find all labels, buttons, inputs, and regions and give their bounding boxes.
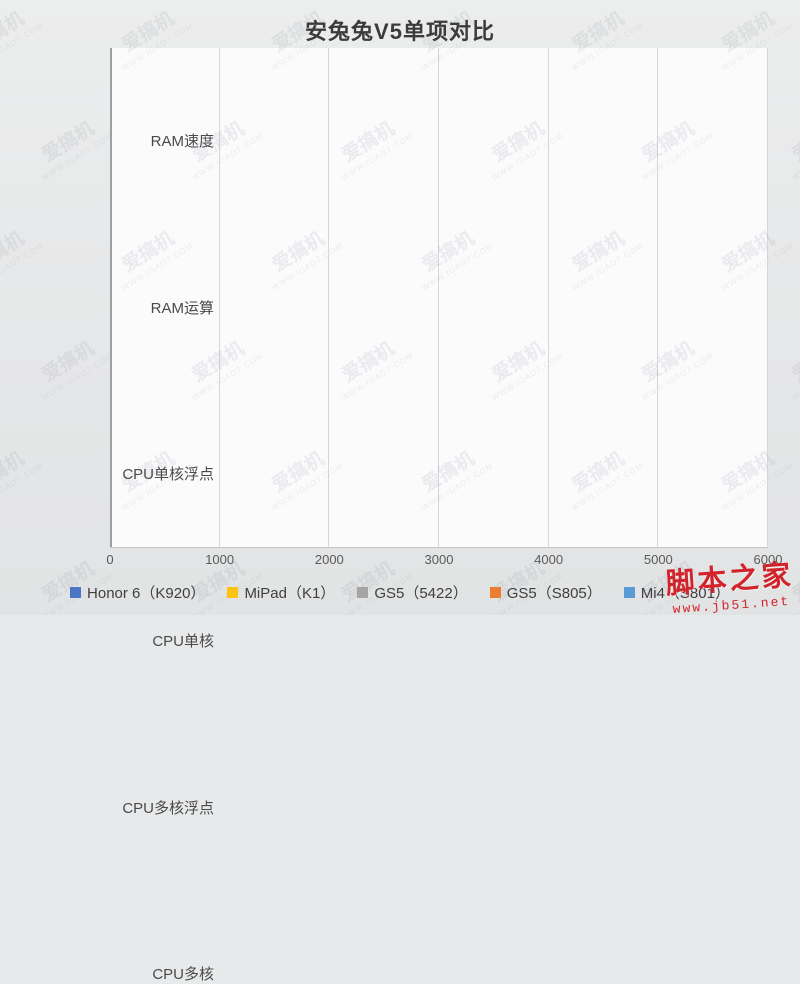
y-category-label: RAM运算	[150, 299, 214, 317]
gridline-6000	[767, 48, 768, 548]
y-category-label: RAM速度	[150, 132, 214, 150]
gridline-1000	[218, 48, 220, 548]
y-category-label: CPU单核	[152, 632, 214, 650]
gridline-4000	[547, 48, 549, 548]
gridline-5000	[657, 48, 659, 548]
legend-swatch-icon	[489, 587, 501, 598]
x-tick-label: 0	[106, 552, 114, 567]
x-axis-line	[110, 547, 768, 548]
x-tick-label: 4000	[534, 552, 564, 567]
legend-label: MiPad（K1）	[244, 585, 336, 602]
x-tick-label: 6000	[753, 552, 783, 567]
y-category-label: CPU多核	[152, 966, 214, 984]
chart-legend: Honor 6（K920） MiPad（K1） GS5（5422） GS5（S805）…	[0, 582, 800, 603]
legend-item-3[interactable]: GS5（S805）	[489, 582, 602, 603]
legend-item-2[interactable]: GS5（5422）	[357, 582, 468, 603]
x-tick-label: 1000	[205, 552, 235, 567]
legend-item-4[interactable]: Mi4（S801）	[623, 582, 730, 603]
x-tick-label: 2000	[314, 552, 344, 567]
legend-swatch-icon	[70, 587, 82, 598]
x-tick-label: 3000	[424, 552, 454, 567]
legend-item-1[interactable]: MiPad（K1）	[227, 582, 335, 603]
y-category-label: CPU多核浮点	[122, 799, 214, 817]
chart-title: 安兔兔V5单项对比	[305, 19, 495, 44]
legend-label: Honor 6（K920）	[87, 585, 206, 602]
legend-item-0[interactable]: Honor 6（K920）	[70, 582, 205, 603]
legend-swatch-icon	[623, 587, 635, 598]
legend-label: Mi4（S801）	[640, 585, 730, 602]
legend-swatch-icon	[357, 587, 369, 598]
legend-label: GS5（S805）	[506, 585, 602, 602]
brand-stamp: 脚本之家 www.jb51.net	[664, 552, 796, 618]
gridline-2000	[328, 48, 330, 548]
legend-label: GS5（5422）	[374, 585, 468, 602]
y-axis-line	[110, 48, 112, 548]
legend-swatch-icon	[227, 587, 239, 598]
x-tick-label: 5000	[643, 552, 673, 567]
gridline-3000	[438, 48, 439, 548]
plot-area	[110, 48, 768, 548]
y-category-label: CPU单核浮点	[122, 466, 214, 484]
